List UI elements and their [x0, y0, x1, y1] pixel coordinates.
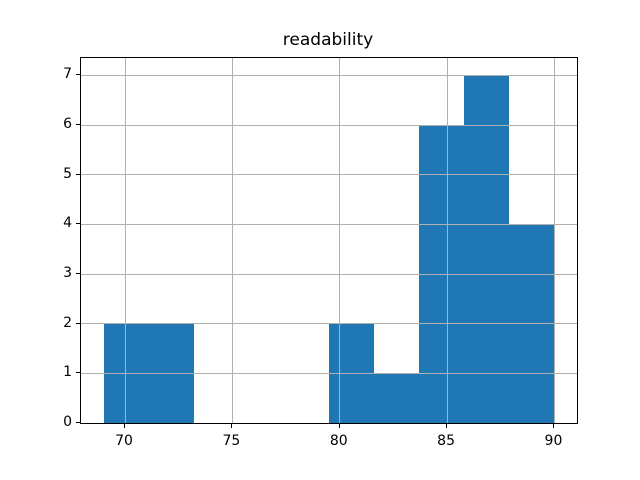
y-tick-mark: [76, 372, 80, 374]
histogram-bar: [464, 75, 510, 423]
x-tick-mark: [553, 424, 555, 428]
y-tick-mark: [76, 322, 80, 324]
y-tick-label: 6: [63, 116, 72, 133]
y-tick-label: 4: [63, 215, 72, 232]
x-tick-mark: [231, 424, 233, 428]
grid-line-vertical: [339, 58, 341, 423]
y-tick-label: 0: [63, 414, 72, 430]
y-tick-label: 2: [63, 314, 72, 331]
grid-line-horizontal: [81, 273, 577, 275]
grid-line-vertical: [446, 58, 448, 423]
grid-line-horizontal: [81, 323, 577, 325]
x-tick-label: 70: [115, 433, 133, 449]
histogram-bar: [374, 373, 420, 423]
x-tick-label: 85: [437, 433, 455, 449]
x-tick-label: 75: [222, 433, 241, 449]
plot-area: [80, 57, 578, 424]
y-tick-label: 1: [63, 364, 72, 381]
grid-line-horizontal: [81, 174, 577, 176]
y-tick-mark: [76, 74, 80, 76]
grid-line-vertical: [553, 58, 555, 423]
chart-title: readability: [282, 30, 374, 50]
grid-line-horizontal: [81, 223, 577, 225]
x-tick-mark: [338, 424, 340, 428]
grid-line-horizontal: [81, 74, 577, 76]
y-tick-mark: [76, 173, 80, 175]
y-tick-mark: [76, 422, 80, 423]
grid-line-vertical: [124, 58, 126, 423]
y-tick-mark: [76, 124, 80, 126]
x-tick-mark: [446, 424, 448, 428]
grid-line-vertical: [231, 58, 233, 423]
grid-line-horizontal: [81, 124, 577, 126]
x-tick-label: 90: [544, 433, 563, 449]
y-tick-label: 7: [63, 66, 72, 83]
y-tick-label: 3: [63, 265, 72, 282]
y-tick-mark: [76, 223, 80, 225]
x-tick-mark: [124, 424, 126, 428]
x-tick-label: 80: [329, 433, 348, 449]
y-tick-mark: [76, 273, 80, 275]
y-tick-label: 5: [63, 165, 72, 182]
grid-line-horizontal: [81, 372, 577, 374]
grid-line-horizontal: [81, 422, 577, 423]
